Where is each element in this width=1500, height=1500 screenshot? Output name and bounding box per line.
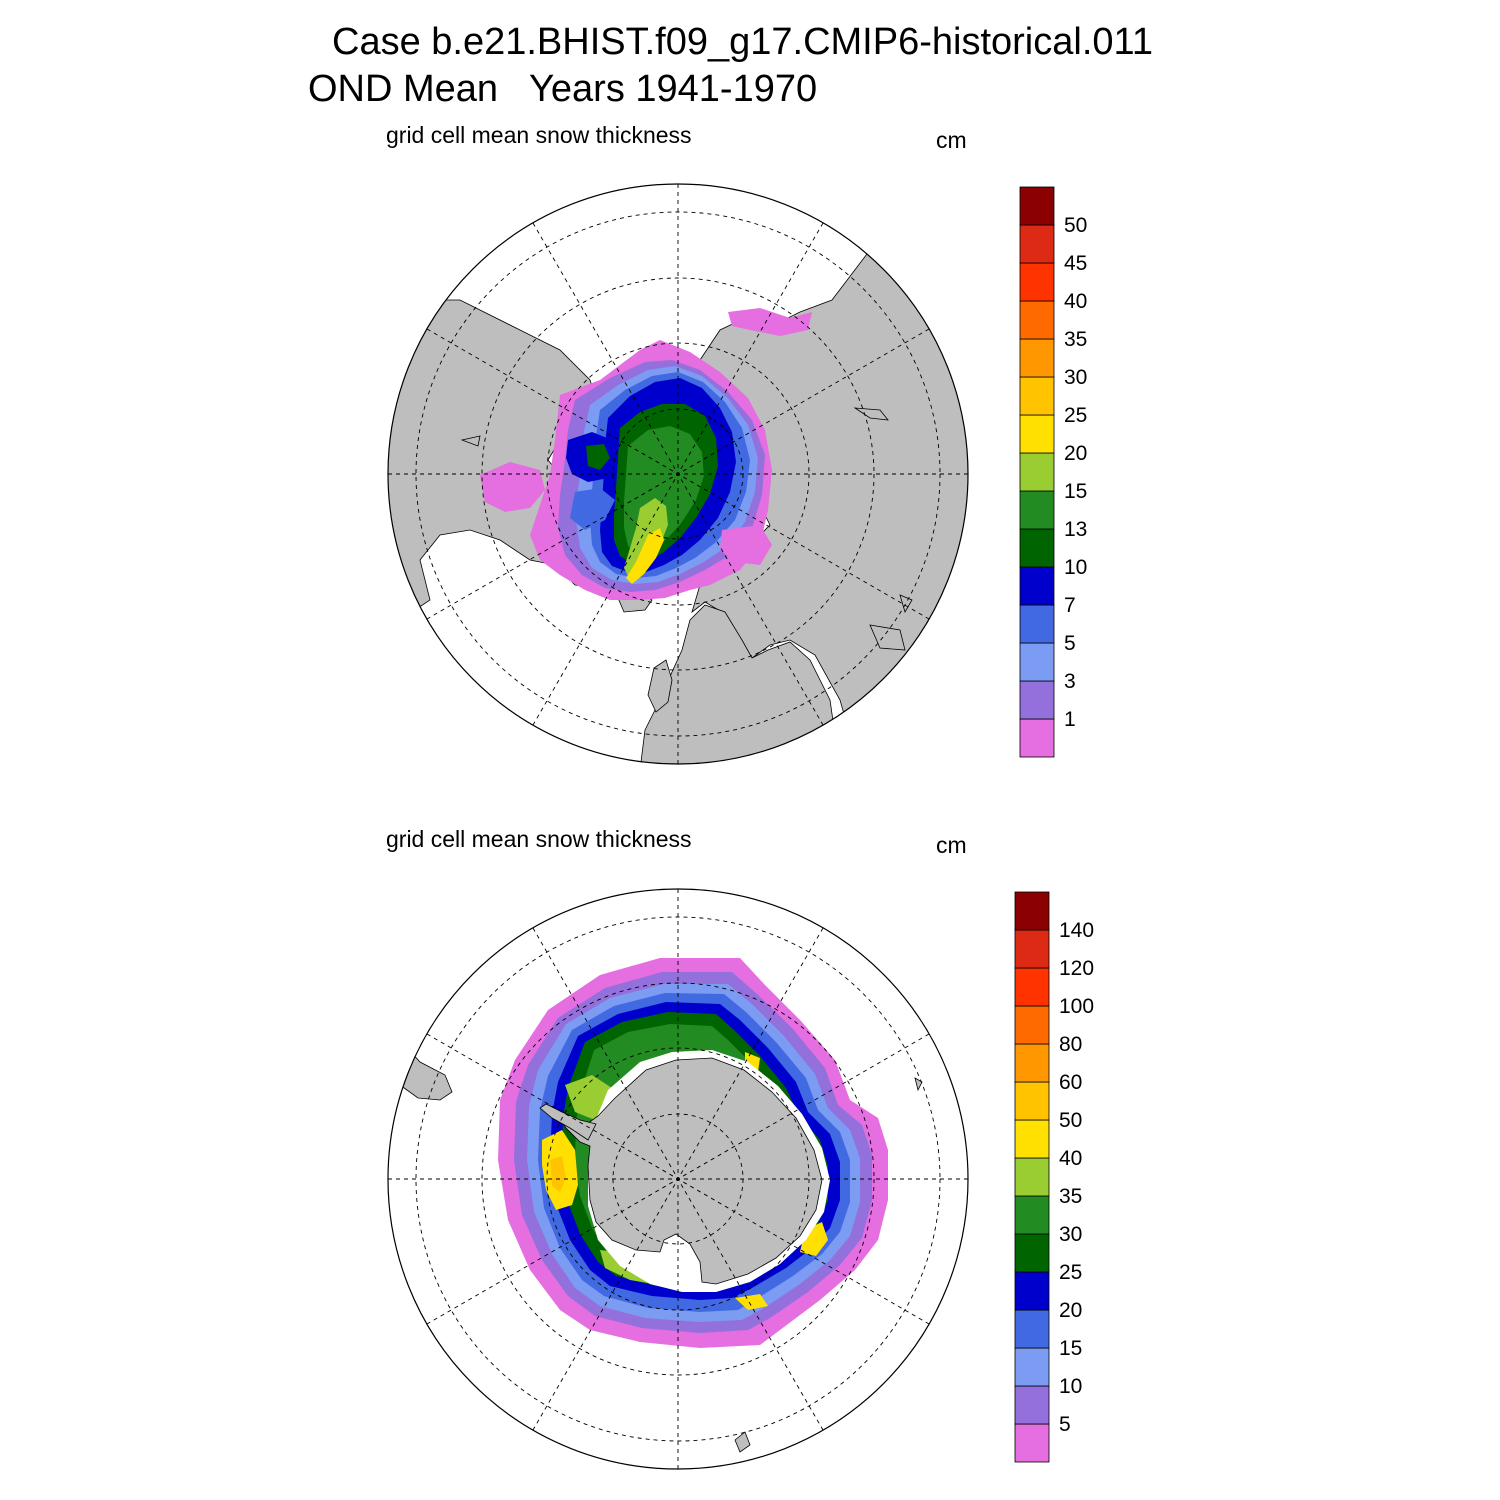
- south-colorbar-swatch-1: [1014, 1385, 1050, 1425]
- north-colorbar-swatch-0: [1019, 718, 1055, 758]
- south-colorbar-tick-label: 120: [1059, 957, 1094, 980]
- north-colorbar-swatch-8: [1019, 414, 1055, 454]
- north-colorbar-swatch-3: [1019, 604, 1055, 644]
- north-colorbar-tick-label: 30: [1064, 366, 1087, 389]
- south-colorbar-swatch-0: [1014, 1423, 1050, 1463]
- figure-title-line2: OND Mean Years 1941-1970: [308, 68, 818, 110]
- south-colorbar-tick-label: 35: [1059, 1185, 1082, 1208]
- arctic-baffin-ice: [570, 488, 615, 530]
- arctic-band-20-25cm: [626, 528, 664, 584]
- south-colorbar-swatch-10: [1014, 1043, 1050, 1083]
- antarctic-map: [387, 888, 969, 1470]
- north-colorbar-tick-label: 20: [1064, 442, 1087, 465]
- south-colorbar-swatch-4: [1014, 1271, 1050, 1311]
- antarctic-east-band-40cm: [735, 1052, 828, 1310]
- south-colorbar-swatch-14: [1014, 891, 1050, 931]
- south-colorbar-tick-label: 15: [1059, 1337, 1082, 1360]
- arctic-map-border: [387, 183, 969, 765]
- figure-title-line1: Case b.e21.BHIST.f09_g17.CMIP6-historica…: [332, 21, 1153, 63]
- south-colorbar-tick-label: 5: [1059, 1413, 1071, 1436]
- south-colorbar-swatch-11: [1014, 1005, 1050, 1045]
- north-colorbar-swatch-6: [1019, 490, 1055, 530]
- south-colorbar: 5 10 15 20 25 30 35 40 50 60 80 100 120 140: [1014, 891, 1094, 1463]
- south-colorbar-tick-label: 80: [1059, 1033, 1082, 1056]
- north-colorbar-swatch-13: [1019, 224, 1055, 264]
- north-colorbar-swatch-1: [1019, 680, 1055, 720]
- antarctic-graticule: [388, 889, 968, 1469]
- north-colorbar-tick-label: 7: [1064, 594, 1076, 617]
- south-colorbar-swatch-9: [1014, 1081, 1050, 1121]
- south-panel-subtitle: grid cell mean snow thickness: [386, 826, 692, 852]
- north-colorbar-tick-label: 5: [1064, 632, 1076, 655]
- south-colorbar-swatch-6: [1014, 1195, 1050, 1235]
- north-colorbar-swatch-2: [1019, 642, 1055, 682]
- north-colorbar-swatch-10: [1019, 338, 1055, 378]
- south-colorbar-tick-label: 100: [1059, 995, 1094, 1018]
- north-colorbar-tick-label: 25: [1064, 404, 1087, 427]
- south-colorbar-swatch-5: [1014, 1233, 1050, 1273]
- north-colorbar-tick-label: 15: [1064, 480, 1087, 503]
- north-colorbar-tick-label: 50: [1064, 214, 1087, 237]
- south-colorbar-tick-label: 10: [1059, 1375, 1082, 1398]
- south-colorbar-tick-label: 140: [1059, 919, 1094, 942]
- south-colorbar-swatch-8: [1014, 1119, 1050, 1159]
- arctic-okhotsk-ice: [728, 308, 812, 336]
- antarctica-landmass: [555, 1057, 823, 1285]
- south-colorbar-swatch-13: [1014, 929, 1050, 969]
- north-colorbar-swatch-12: [1019, 262, 1055, 302]
- north-colorbar-tick-label: 1: [1064, 708, 1076, 731]
- north-colorbar-swatch-5: [1019, 528, 1055, 568]
- arctic-islands: [460, 407, 913, 651]
- south-colorbar-tick-label: 25: [1059, 1261, 1082, 1284]
- north-colorbar-tick-label: 10: [1064, 556, 1087, 579]
- north-panel-units: cm: [936, 127, 967, 153]
- south-colorbar-swatch-7: [1014, 1157, 1050, 1197]
- north-colorbar-swatch-7: [1019, 452, 1055, 492]
- arctic-archipelago-thick-ice: [586, 444, 610, 470]
- antarctic-map-border: [387, 888, 969, 1470]
- north-colorbar-swatch-9: [1019, 376, 1055, 416]
- north-colorbar-swatch-14: [1019, 186, 1055, 226]
- south-colorbar-swatch-3: [1014, 1309, 1050, 1349]
- south-colorbar-tick-label: 40: [1059, 1147, 1082, 1170]
- south-colorbar-tick-label: 50: [1059, 1109, 1082, 1132]
- arctic-graticule: [388, 184, 968, 764]
- north-colorbar-tick-label: 40: [1064, 290, 1087, 313]
- south-colorbar-swatch-12: [1014, 967, 1050, 1007]
- arctic-hudson-bay-ice: [480, 462, 545, 512]
- south-colorbar-tick-label: 30: [1059, 1223, 1082, 1246]
- north-colorbar-tick-label: 35: [1064, 328, 1087, 351]
- arctic-map: [387, 183, 969, 765]
- arctic-barents-ice: [720, 525, 772, 565]
- antarctic-peninsula: [539, 1103, 597, 1141]
- british-isles-landmass: [647, 659, 673, 713]
- north-colorbar-tick-label: 3: [1064, 670, 1076, 693]
- antarctic-peninsula-band-50-60cm: [550, 1156, 566, 1192]
- north-colorbar-swatch-11: [1019, 300, 1055, 340]
- south-colorbar-swatch-2: [1014, 1347, 1050, 1387]
- arctic-band-15-20cm: [624, 498, 668, 580]
- south-colorbar-tick-label: 20: [1059, 1299, 1082, 1322]
- north-colorbar-tick-label: 13: [1064, 518, 1087, 541]
- south-panel-units: cm: [936, 832, 967, 858]
- north-colorbar-tick-label: 45: [1064, 252, 1087, 275]
- north-panel-subtitle: grid cell mean snow thickness: [386, 122, 692, 148]
- south-colorbar-tick-label: 60: [1059, 1071, 1082, 1094]
- south-georgia-island: [734, 1077, 923, 1453]
- north-colorbar-swatch-4: [1019, 566, 1055, 606]
